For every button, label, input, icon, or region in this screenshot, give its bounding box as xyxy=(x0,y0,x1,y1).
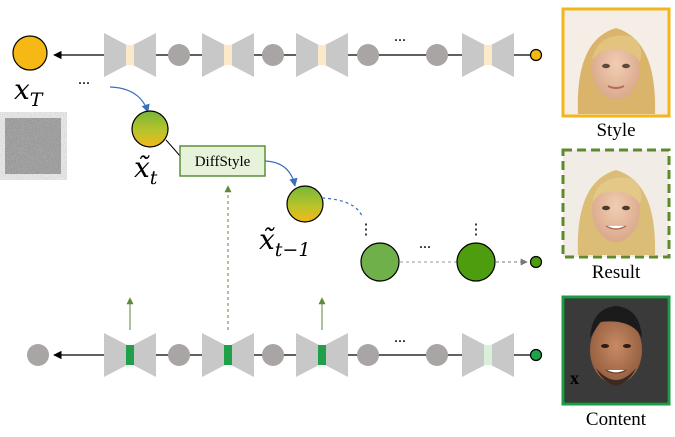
diffstyle-box xyxy=(179,145,266,177)
bottom-chain: ... xyxy=(27,329,543,377)
xT-node xyxy=(12,35,48,71)
content-label: Content xyxy=(586,409,647,430)
chain-node xyxy=(168,344,190,366)
unet-block xyxy=(296,333,348,377)
bottleneck-content xyxy=(318,345,326,365)
unet-block xyxy=(296,33,348,77)
vertical-ellipsis-1: ⋮ xyxy=(359,222,374,238)
mid-ellipsis: ... xyxy=(419,235,431,252)
xt-node xyxy=(131,110,169,148)
green-node-2 xyxy=(456,242,496,282)
chain-node xyxy=(262,344,284,366)
unet-block xyxy=(202,333,254,377)
bottom-ellipsis: ... xyxy=(394,329,406,346)
chain-node xyxy=(426,44,448,66)
top-chain: ... xyxy=(53,28,543,77)
denoise-arrow-2 xyxy=(264,160,298,187)
xt-connector xyxy=(165,139,181,157)
chain-node xyxy=(357,344,379,366)
unet-block xyxy=(462,333,514,377)
content-face-photo: x xyxy=(561,295,671,406)
result-label: Result xyxy=(592,262,641,283)
chain-node xyxy=(426,344,448,366)
xT-label: xT xyxy=(14,73,44,111)
vertical-ellipsis-2: ⋮ xyxy=(469,222,484,238)
xtm1-label: x̃t−1 xyxy=(259,223,310,261)
dashed-continuation xyxy=(321,197,363,217)
unet-block xyxy=(104,333,156,377)
xT-ellipsis: ... xyxy=(78,71,90,88)
bottleneck-content-faded xyxy=(484,345,492,365)
bottleneck-content xyxy=(126,345,134,365)
xt-label: x̃t xyxy=(134,151,158,189)
style-face-photo xyxy=(561,7,671,118)
bottleneck-latent xyxy=(126,45,134,65)
unet-block xyxy=(202,33,254,77)
svg-text:x: x xyxy=(570,368,579,388)
green-node-1 xyxy=(360,242,400,282)
bottleneck-latent xyxy=(224,45,232,65)
noise-image-icon xyxy=(5,118,61,174)
unet-block xyxy=(462,33,514,77)
chain-node xyxy=(27,344,49,366)
chain-node xyxy=(262,44,284,66)
bottleneck-content xyxy=(224,345,232,365)
bottleneck-latent xyxy=(318,45,326,65)
top-ellipsis: ... xyxy=(394,28,406,45)
chain-node xyxy=(168,44,190,66)
chain-node xyxy=(357,44,379,66)
denoise-arrow-1 xyxy=(109,86,150,113)
bottleneck-latent xyxy=(484,45,492,65)
unet-block xyxy=(104,33,156,77)
diffstyle-label: DiffStyle xyxy=(195,154,251,170)
xtm1-node xyxy=(286,185,324,223)
style-input-node xyxy=(529,48,543,62)
style-label: Style xyxy=(596,120,635,141)
result-output-node xyxy=(529,255,543,269)
result-face-photo xyxy=(561,148,671,259)
content-input-node xyxy=(529,348,543,362)
